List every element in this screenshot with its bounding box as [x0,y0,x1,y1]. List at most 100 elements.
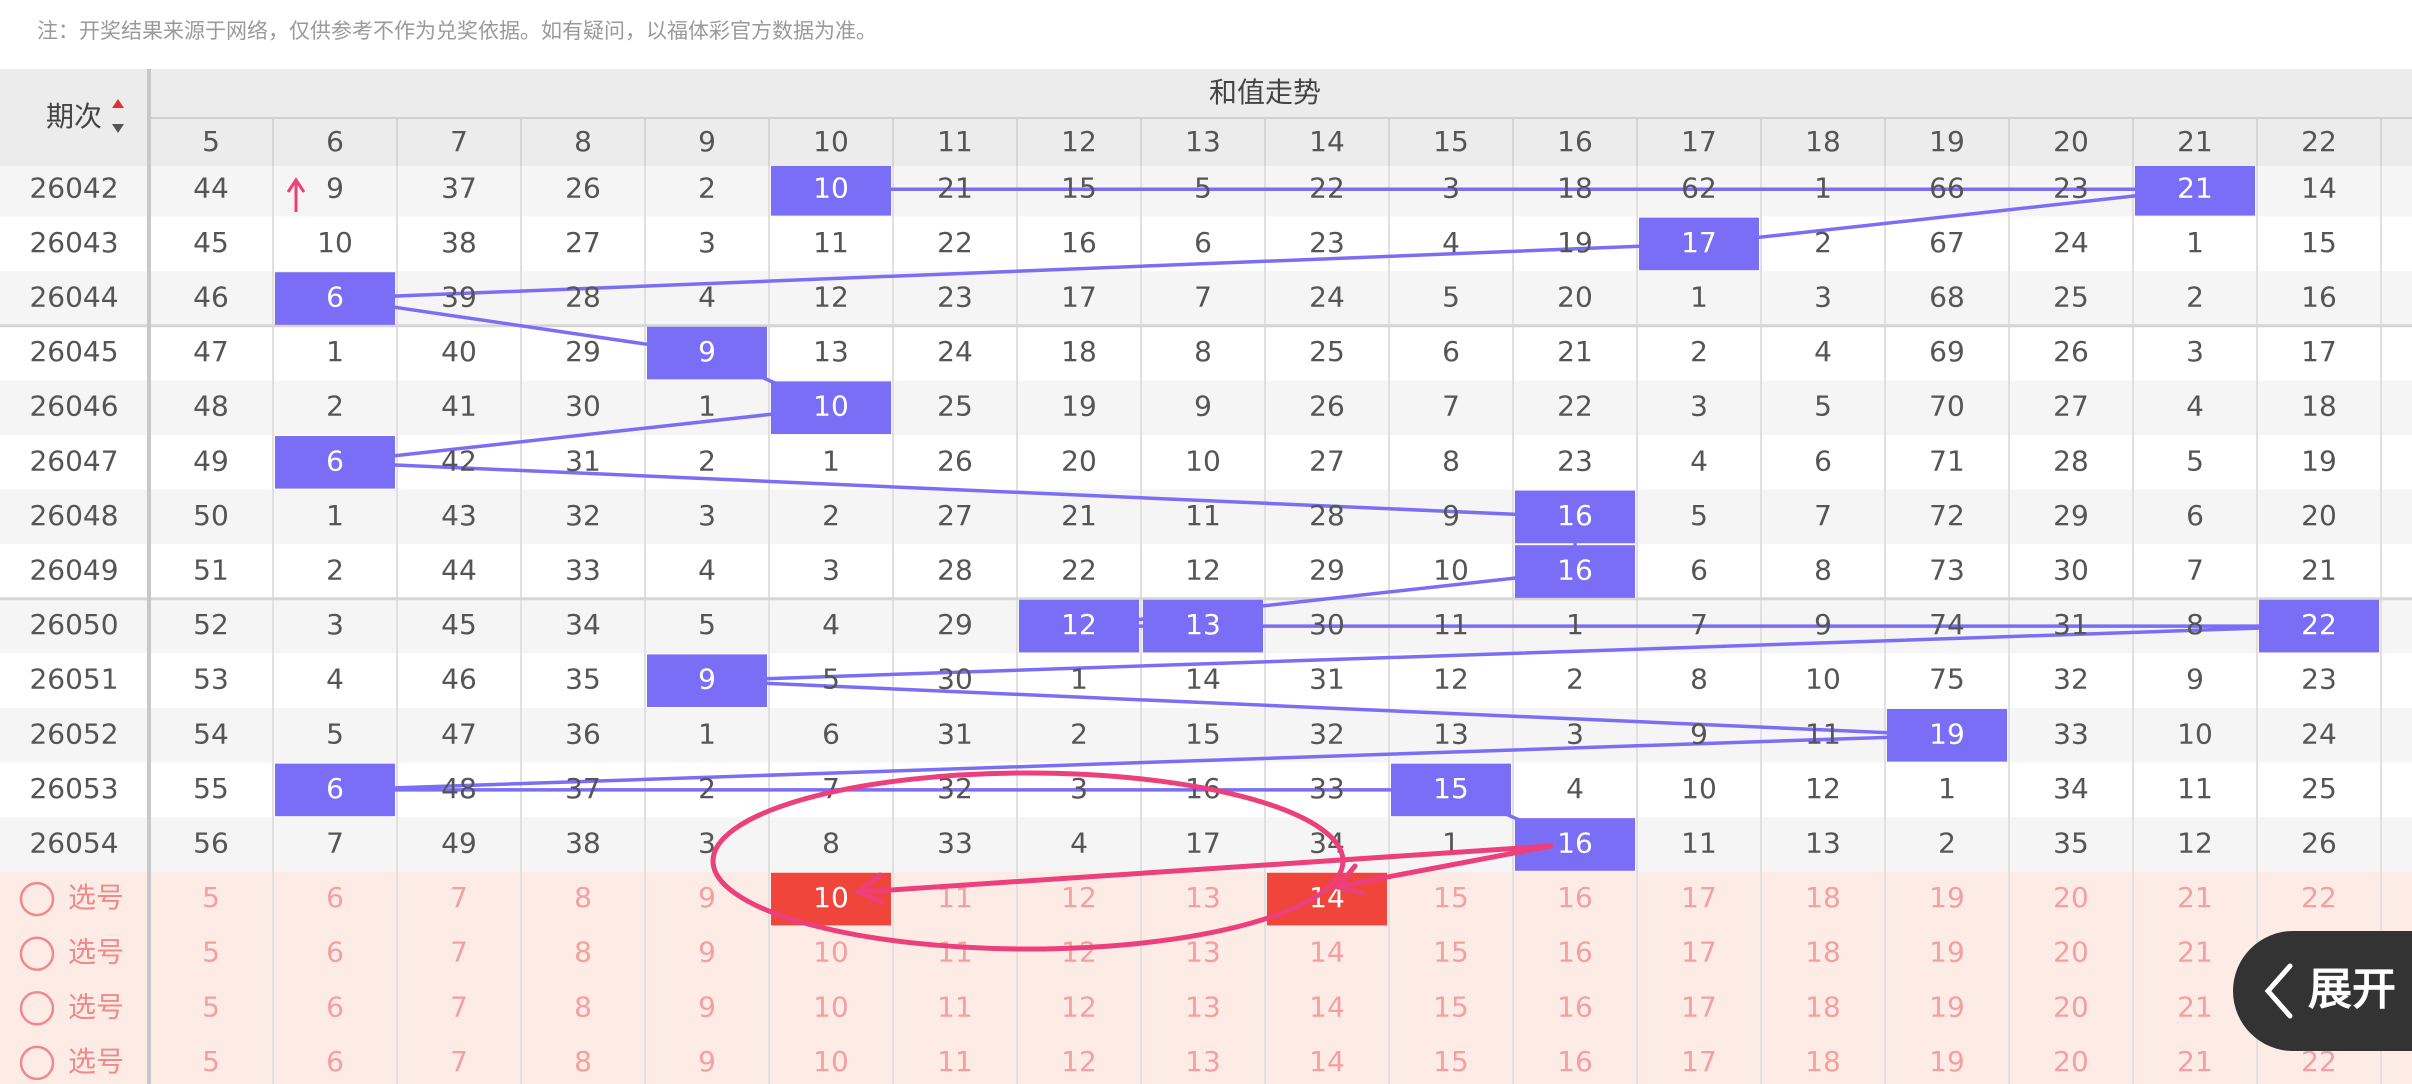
pick-cell[interactable]: 12 [1061,881,1097,914]
pick-cell[interactable]: 17 [1681,936,1717,969]
group-title: 和值走势 [1209,76,1321,109]
pick-cell[interactable]: 16 [1557,936,1593,969]
pick-cell[interactable]: 8 [574,990,592,1023]
cell: 17 [1185,827,1221,860]
pick-cell[interactable]: 15 [1433,881,1469,914]
pick-cell[interactable]: 7 [450,990,468,1023]
cell: 26 [565,171,601,204]
pick-cell[interactable]: 16 [1557,1045,1593,1078]
pick-cell[interactable]: 18 [1805,936,1841,969]
cell: 6 [2186,499,2204,532]
pick-cell[interactable]: 20 [2053,990,2089,1023]
pick-cell[interactable]: 21 [2177,936,2213,969]
pick-cell[interactable]: 5 [202,936,220,969]
period: 26047 [29,444,118,477]
cell: 44 [441,554,477,587]
pick-cell[interactable]: 21 [2177,990,2213,1023]
period-header[interactable]: 期次 [46,100,102,133]
pick-cell[interactable]: 6 [326,936,344,969]
pick-cell[interactable]: 12 [1061,990,1097,1023]
cell: 26 [2301,827,2337,860]
pick-cell[interactable]: 12 [1061,936,1097,969]
cell: 6 [1442,335,1460,368]
pick-cell[interactable]: 19 [1929,1045,1965,1078]
pick-cell[interactable]: 16 [1557,881,1593,914]
cell: 3 [698,499,716,532]
cell: 12 [2177,827,2213,860]
pick-cell[interactable]: 19 [1929,936,1965,969]
pick-cell[interactable]: 12 [1061,1045,1097,1078]
cell: 3 [822,554,840,587]
pick-cell[interactable]: 13 [1185,881,1221,914]
expand-button-bg[interactable] [2233,931,2412,1051]
pick-cell[interactable]: 9 [698,936,716,969]
pick-cell[interactable]: 6 [326,881,344,914]
pick-cell[interactable]: 10 [813,936,849,969]
expand-label[interactable]: 展开 [2308,964,2396,1015]
cell: 20 [1061,444,1097,477]
pick-cell[interactable]: 16 [1557,990,1593,1023]
pick-cell[interactable]: 7 [450,936,468,969]
pick-cell[interactable]: 8 [574,1045,592,1078]
pick-cell[interactable]: 14 [1309,936,1345,969]
pick-cell[interactable]: 9 [698,1045,716,1078]
pick-cell[interactable]: 7 [450,1045,468,1078]
pick-cell[interactable]: 5 [202,1045,220,1078]
cell: 29 [937,608,973,641]
pick-cell[interactable]: 13 [1185,936,1221,969]
pick-cell[interactable]: 8 [574,881,592,914]
pick-cell[interactable]: 20 [2053,881,2089,914]
pick-cell[interactable]: 11 [937,1045,973,1078]
pick-cell[interactable]: 11 [937,936,973,969]
pick-cell[interactable]: 20 [2053,936,2089,969]
pick-cell[interactable]: 18 [1805,990,1841,1023]
pick-cell[interactable]: 10 [813,990,849,1023]
pick-radio[interactable] [19,991,55,1026]
pick-radio[interactable] [19,1045,55,1081]
period: 26048 [29,499,118,532]
cell: 29 [2053,499,2089,532]
pick-cell[interactable]: 21 [2177,881,2213,914]
pick-cell[interactable]: 18 [1805,1045,1841,1078]
cell: 10 [1433,554,1469,587]
pick-cell[interactable]: 20 [2053,1045,2089,1078]
pick-cell[interactable]: 9 [698,990,716,1023]
pick-cell[interactable]: 14 [1309,990,1345,1023]
pick-cell[interactable]: 10 [813,1045,849,1078]
cell: 26 [1309,390,1345,423]
cell: 33 [2053,717,2089,750]
pick-cell[interactable]: 18 [1805,881,1841,914]
pick-cell[interactable]: 17 [1681,881,1717,914]
pick-cell[interactable]: 14 [1309,1045,1345,1078]
pick-cell[interactable]: 21 [2177,1045,2213,1078]
cell: 2 [822,499,840,532]
pick-cell[interactable]: 19 [1929,881,1965,914]
cell: 33 [565,554,601,587]
cell: 4 [698,554,716,587]
pick-cell[interactable]: 7 [450,881,468,914]
pick-cell[interactable]: 9 [698,881,716,914]
pick-cell[interactable]: 5 [202,990,220,1023]
cell: 7 [1690,608,1708,641]
pick-radio[interactable] [19,936,55,971]
pick-cell[interactable]: 17 [1681,990,1717,1023]
pick-cell[interactable]: 22 [2301,881,2337,914]
pick-radio[interactable] [19,881,55,917]
pick-cell[interactable]: 17 [1681,1045,1717,1078]
pick-cell[interactable]: 11 [937,990,973,1023]
cell: 41 [441,390,477,423]
cell: 16 [1061,226,1097,259]
cell: 20 [1557,281,1593,314]
pick-cell[interactable]: 8 [574,936,592,969]
expand-button[interactable]: 展开 [2233,931,2412,1051]
pick-cell[interactable]: 15 [1433,990,1469,1023]
pick-cell[interactable]: 10 [813,881,849,914]
pick-cell[interactable]: 5 [202,881,220,914]
pick-cell[interactable]: 19 [1929,990,1965,1023]
pick-cell[interactable]: 6 [326,990,344,1023]
pick-cell[interactable]: 15 [1433,936,1469,969]
pick-cell[interactable]: 13 [1185,1045,1221,1078]
pick-cell[interactable]: 15 [1433,1045,1469,1078]
pick-cell[interactable]: 6 [326,1045,344,1078]
pick-cell[interactable]: 13 [1185,990,1221,1023]
